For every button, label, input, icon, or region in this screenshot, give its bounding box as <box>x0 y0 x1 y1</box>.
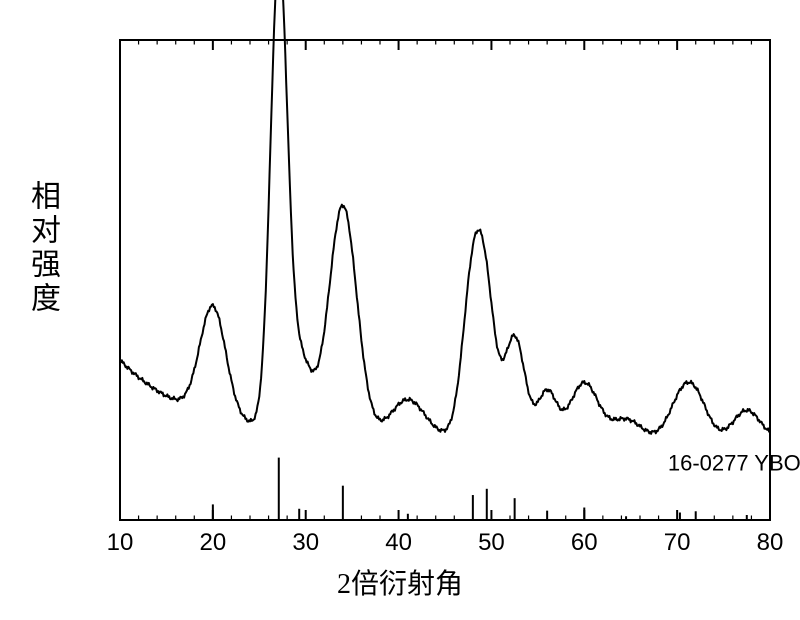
spectrum-line <box>120 0 770 434</box>
svg-text:20: 20 <box>200 529 227 556</box>
svg-text:10: 10 <box>107 529 134 556</box>
svg-text:60: 60 <box>571 529 598 556</box>
xrd-chart: 10 20 30 40 50 60 70 80 16-0277 YBO₃ 相对强度 2倍衍射角 <box>0 0 800 620</box>
svg-text:30: 30 <box>292 529 319 556</box>
x-axis-label: 2倍衍射角 <box>0 562 800 602</box>
y-axis-label: 相对强度 <box>20 180 64 316</box>
reference-label: 16-0277 YBO₃ <box>668 450 800 475</box>
svg-text:50: 50 <box>478 529 505 556</box>
chart-svg: 10 20 30 40 50 60 70 80 16-0277 YBO₃ <box>0 0 800 620</box>
svg-text:40: 40 <box>385 529 412 556</box>
svg-text:80: 80 <box>757 529 784 556</box>
svg-text:70: 70 <box>664 529 691 556</box>
